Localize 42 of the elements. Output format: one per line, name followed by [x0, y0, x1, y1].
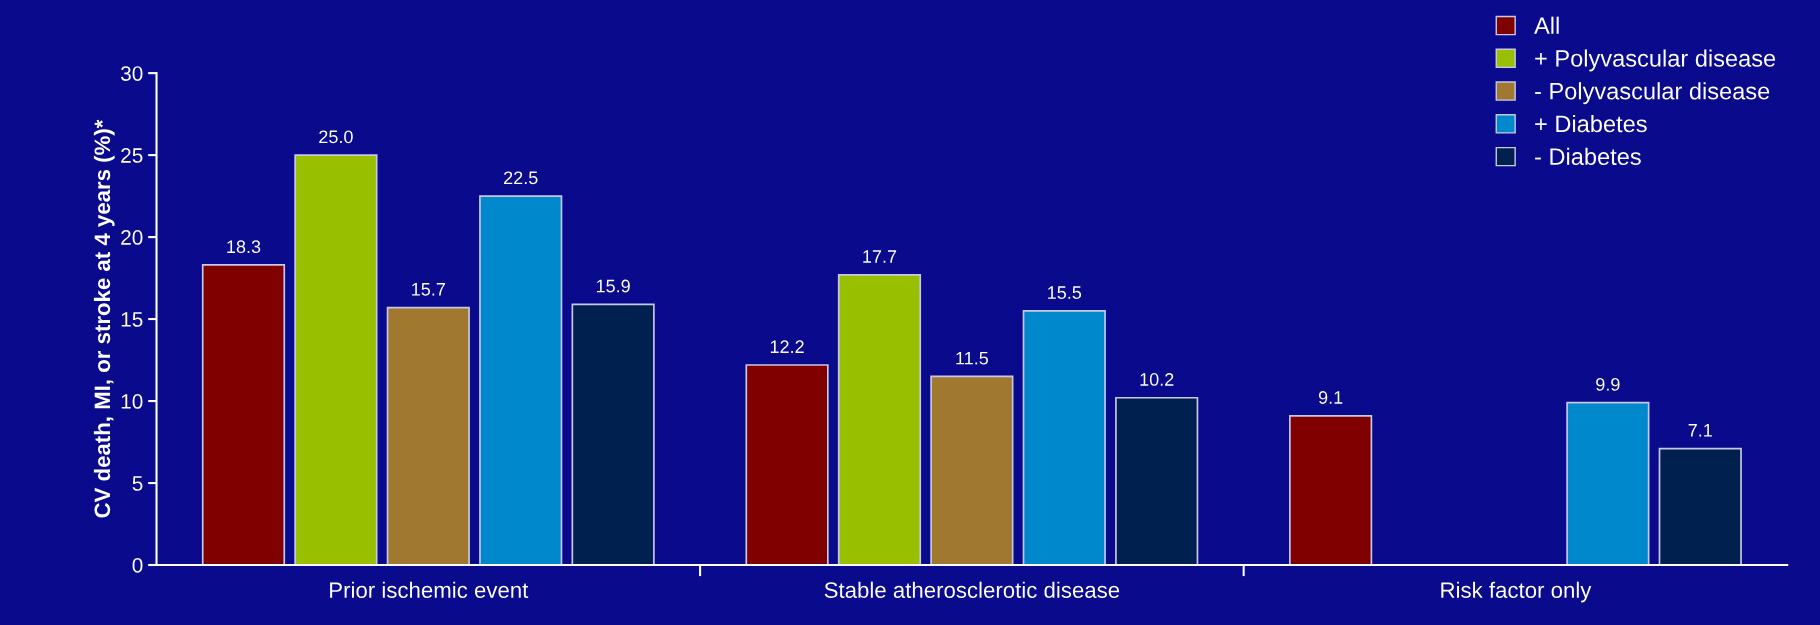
bar	[386, 306, 470, 565]
legend-label: - Polyvascular disease	[1535, 82, 1770, 105]
y-tick-label: 20	[121, 230, 143, 245]
y-tick-label: 10	[121, 394, 143, 409]
y-axis-title: CV death, MI, or stroke at 4 years (%)*	[93, 119, 115, 518]
data-label: 18.3	[227, 240, 261, 254]
x-tick-label: Prior ischemic event	[330, 581, 529, 598]
data-label: 10.2	[1140, 373, 1174, 386]
bar	[837, 273, 922, 565]
legend-label: + Polyvascular disease	[1535, 49, 1776, 72]
bar	[1022, 310, 1106, 565]
x-tick-label: Risk factor only	[1441, 581, 1592, 603]
bar	[1658, 447, 1742, 565]
y-tick-label: 25	[121, 148, 143, 163]
bar	[1289, 414, 1373, 565]
legend-label: All	[1534, 16, 1559, 34]
y-tick-label: 30	[120, 66, 143, 81]
data-label: 9.1	[1318, 391, 1343, 404]
y-tick-label: 0	[132, 558, 143, 573]
data-label: 15.7	[412, 283, 445, 296]
data-label: 22.5	[504, 171, 538, 185]
bar	[479, 195, 563, 565]
data-label: 9.9	[1596, 377, 1620, 391]
data-label: 15.5	[1048, 286, 1082, 299]
legend-label: + Diabetes	[1535, 114, 1647, 133]
bar	[930, 375, 1014, 565]
bar	[745, 364, 829, 565]
y-tick-label: 5	[132, 476, 143, 491]
bar	[1566, 401, 1650, 565]
data-label: 17.7	[863, 250, 897, 263]
legend-label: - Diabetes	[1535, 147, 1641, 166]
y-tick-label: 15	[121, 312, 143, 327]
bar	[571, 303, 655, 565]
data-label: 12.2	[770, 340, 804, 353]
x-tick-label: Stable atherosclerotic disease	[824, 581, 1120, 598]
data-label: 7.1	[1688, 424, 1712, 437]
bar	[1115, 396, 1199, 565]
bar	[201, 264, 286, 565]
data-label: 11.5	[956, 351, 989, 365]
bar	[294, 154, 378, 565]
data-label: 15.9	[596, 279, 630, 293]
data-label: 25.0	[319, 130, 353, 144]
